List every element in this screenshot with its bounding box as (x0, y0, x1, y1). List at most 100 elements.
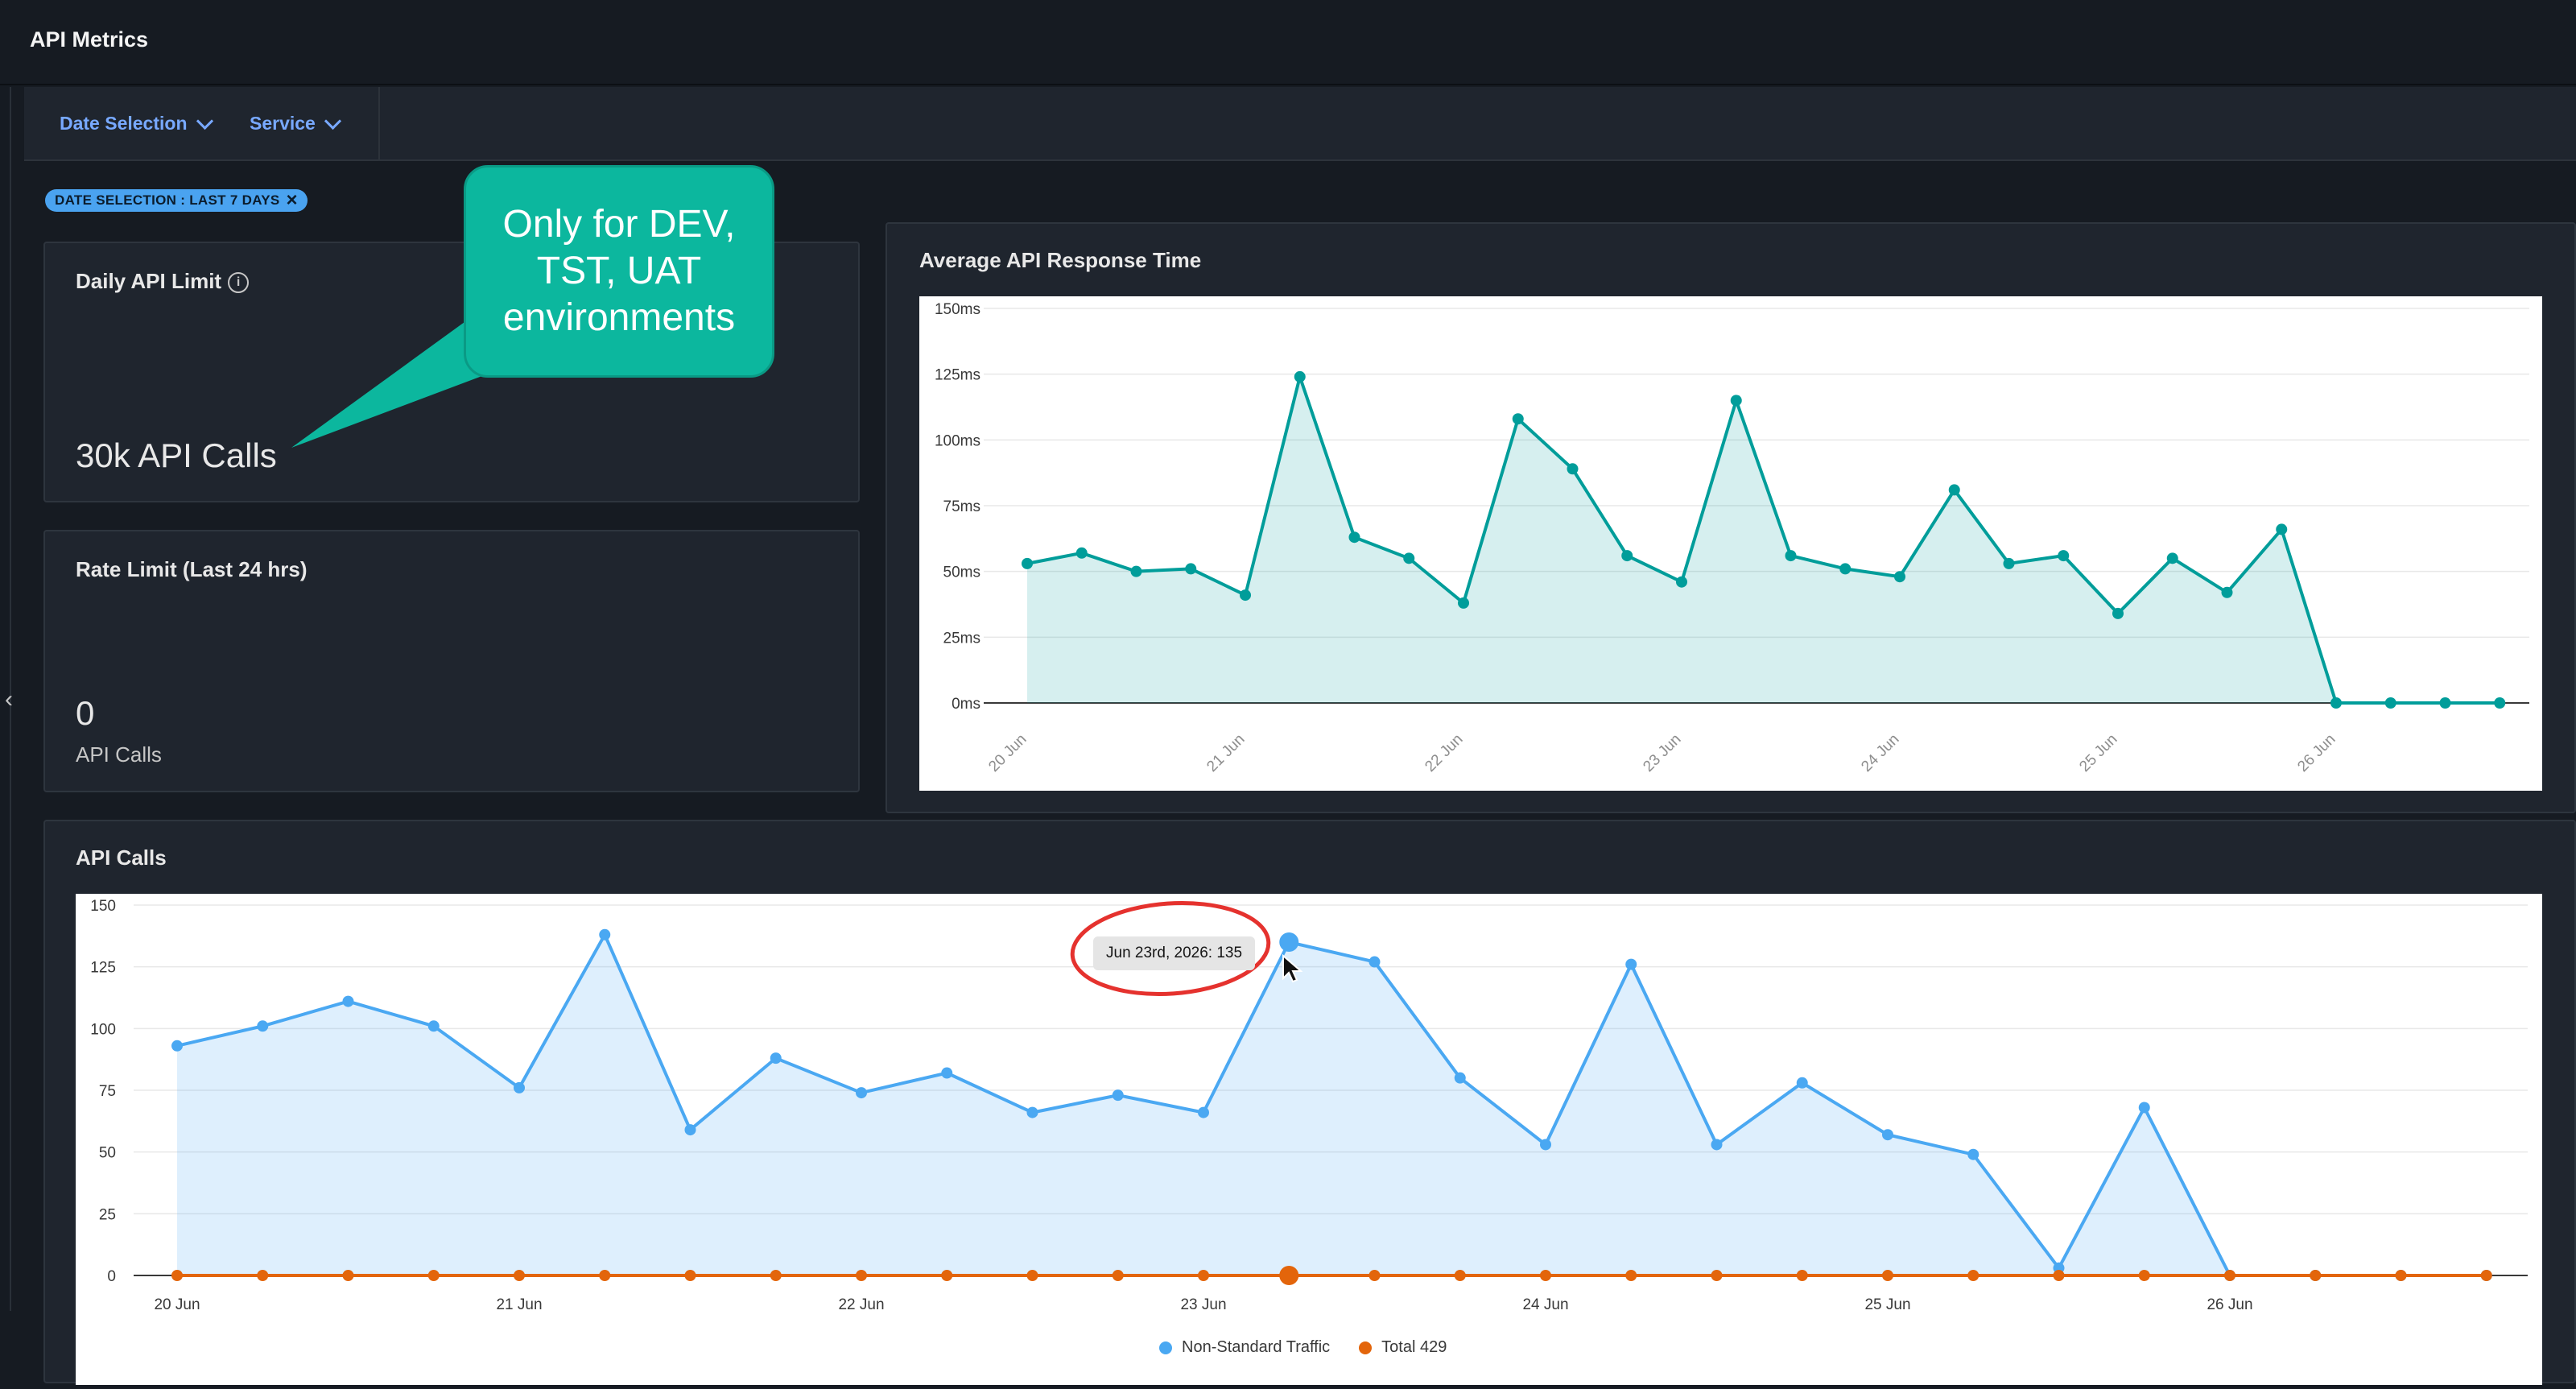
data-point (1625, 958, 1637, 970)
data-point (171, 1040, 183, 1052)
x-tick-label: 22 Jun (838, 1296, 884, 1313)
data-point (2395, 1270, 2407, 1281)
data-point (342, 995, 354, 1007)
data-point (2276, 523, 2288, 535)
legend-non-standard-traffic[interactable]: Non-Standard Traffic (1159, 1338, 1330, 1357)
data-point (1022, 557, 1033, 569)
data-point (2112, 607, 2124, 619)
data-point (1711, 1270, 1723, 1281)
y-tick-label: 50 (99, 1145, 116, 1162)
data-point (1026, 1106, 1038, 1118)
legend-dot-blue (1159, 1341, 1172, 1354)
api-calls-chart-area: 0 25 50 75 100 125 150 20 Jun 21 Jun 22 Jun 23 Jun… (76, 894, 2542, 1385)
y-tick-label: 75ms (943, 498, 980, 515)
rate-limit-card: Rate Limit (Last 24 hrs) 0 API Calls (43, 530, 860, 792)
date-selection-label: Date Selection (60, 112, 188, 134)
x-tick-label: 26 Jun (2207, 1296, 2252, 1313)
data-point (599, 1270, 611, 1281)
x-tick-label: 26 Jun (2294, 731, 2339, 775)
avg-response-time-title: Average API Response Time (919, 248, 1202, 272)
data-point (2053, 1270, 2065, 1281)
data-point (1294, 370, 1306, 382)
data-point (1676, 576, 1687, 588)
data-point (1368, 956, 1381, 968)
app-title: API Metrics (30, 27, 149, 52)
data-point (1711, 1139, 1723, 1151)
data-point (2003, 557, 2015, 569)
x-tick-label: 20 Jun (985, 731, 1030, 775)
data-point (171, 1270, 183, 1281)
data-point (1785, 550, 1797, 562)
api-calls-legend: Non-Standard Traffic Total 429 (1159, 1338, 1447, 1357)
filter-divider (378, 87, 380, 159)
data-point (1730, 395, 1742, 407)
data-point (1540, 1270, 1551, 1281)
chart-tooltip: Jun 23rd, 2026: 135 (1093, 936, 1256, 970)
data-point (2330, 697, 2342, 709)
x-tick-label: 22 Jun (1422, 731, 1466, 775)
x-tick-label: 23 Jun (1180, 1296, 1226, 1313)
data-point (1967, 1148, 1979, 1160)
daily-api-limit-title: Daily API Limit i (76, 269, 250, 294)
data-point (427, 1020, 440, 1032)
avg-response-time-chart: 0ms 25ms 50ms 75ms 100ms 125ms 150ms 20 Jun 21 J… (935, 301, 2529, 775)
data-point (1512, 413, 1524, 425)
service-dropdown[interactable]: Service (250, 87, 341, 159)
chip-label: DATE SELECTION : LAST 7 DAYS (55, 192, 280, 208)
api-calls-title: API Calls (76, 845, 167, 870)
data-point (1948, 484, 1960, 496)
avg-response-time-chart-area: 0ms 25ms 50ms 75ms 100ms 125ms 150ms 20 Jun 21 J… (919, 296, 2542, 791)
data-point (1625, 1270, 1637, 1281)
date-selection-dropdown[interactable]: Date Selection (60, 87, 213, 159)
api-calls-card: API Calls 0 25 50 75 100 125 150 20 Jun 21 Jun 22… (43, 820, 2576, 1385)
y-tick-label: 125 (90, 960, 116, 977)
data-point (1454, 1072, 1466, 1084)
data-point (2138, 1102, 2150, 1114)
y-tick-label: 25 (99, 1206, 116, 1223)
data-point (1348, 531, 1360, 544)
data-point (1279, 932, 1299, 952)
data-point (514, 1081, 525, 1093)
data-point (941, 1067, 953, 1079)
data-point (2494, 697, 2506, 709)
data-point (1894, 571, 1905, 583)
data-point (2439, 697, 2451, 709)
legend-label: Non-Standard Traffic (1182, 1338, 1331, 1356)
data-point (599, 928, 611, 940)
data-point (1567, 463, 1579, 475)
data-point (1130, 565, 1142, 577)
data-point (2224, 1270, 2235, 1281)
y-tick-label: 25ms (943, 630, 980, 647)
x-tick-label: 24 Jun (1858, 731, 1902, 775)
data-point (856, 1270, 867, 1281)
data-point (1198, 1270, 1209, 1281)
data-point (1403, 552, 1415, 564)
data-point (856, 1087, 867, 1099)
data-point (684, 1124, 696, 1136)
y-tick-label: 0ms (952, 696, 980, 713)
x-tick-label: 25 Jun (1864, 1296, 1910, 1313)
y-tick-label: 125ms (935, 367, 980, 384)
info-icon[interactable]: i (228, 272, 250, 294)
data-point (514, 1270, 525, 1281)
data-point (2310, 1270, 2322, 1281)
data-point (1185, 563, 1197, 575)
data-point (1026, 1270, 1038, 1281)
legend-total-429[interactable]: Total 429 (1359, 1338, 1447, 1357)
data-point (1882, 1270, 1893, 1281)
data-point (1967, 1270, 1979, 1281)
data-point (1240, 589, 1251, 601)
chevron-left-icon[interactable]: ‹ (5, 686, 13, 713)
data-point (1368, 1270, 1381, 1281)
close-icon[interactable]: × (286, 189, 298, 211)
x-tick-label: 23 Jun (1640, 731, 1684, 775)
legend-label: Total 429 (1381, 1338, 1447, 1356)
x-tick-label: 21 Jun (1203, 731, 1248, 775)
daily-api-limit-value: 30k API Calls (76, 436, 277, 474)
data-point (684, 1270, 696, 1281)
left-rail (0, 87, 11, 1311)
legend-dot-orange (1359, 1341, 1373, 1354)
date-filter-chip: DATE SELECTION : LAST 7 DAYS × (45, 189, 308, 212)
header-divider (0, 84, 2576, 85)
